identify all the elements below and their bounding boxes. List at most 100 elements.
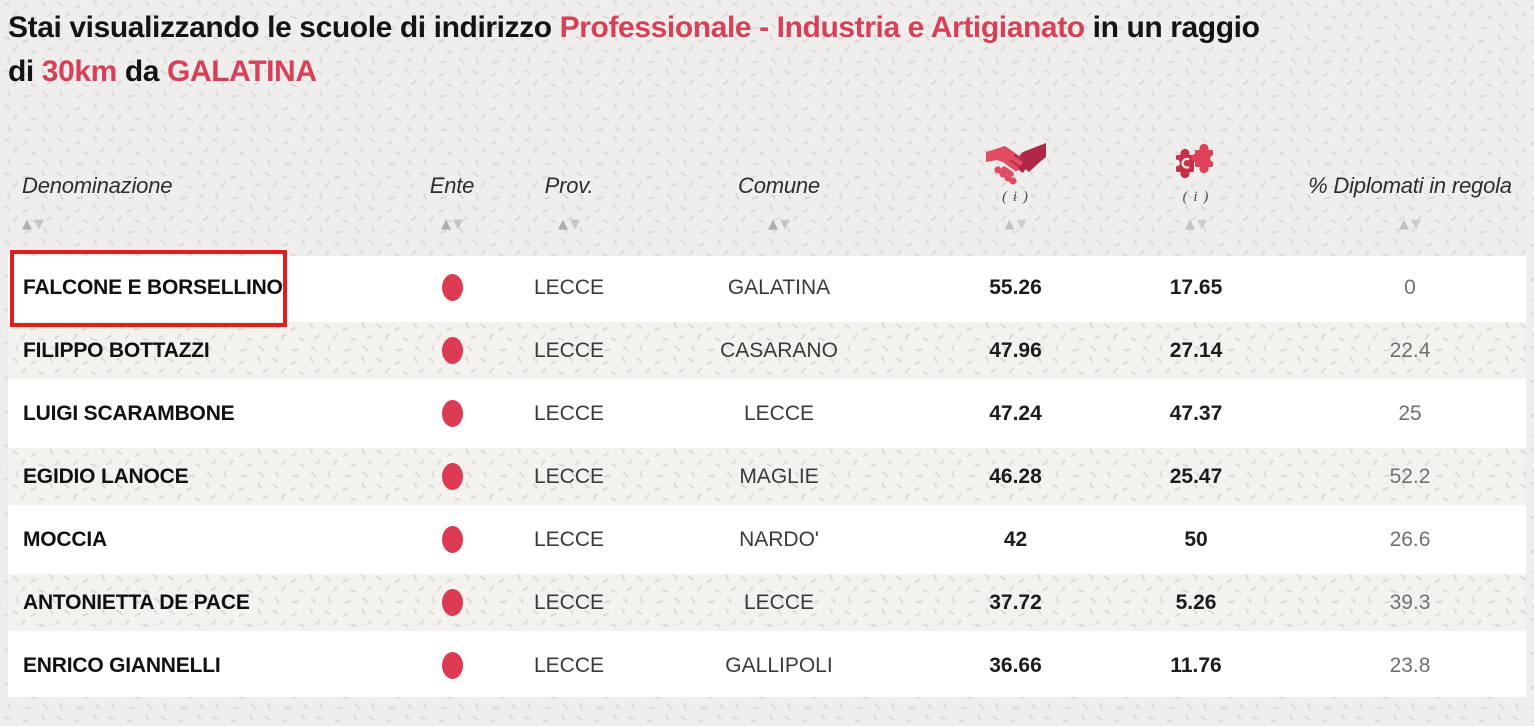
sort-desc-icon[interactable]: ▼: [453, 217, 463, 232]
comune-cell: LECCE: [743, 590, 815, 614]
employment-index-cell: 42: [1003, 527, 1028, 551]
column-header-comune: Comune ▲ ▼: [625, 140, 933, 261]
ente-cell: [391, 574, 513, 631]
handshake-icon: [985, 140, 1047, 186]
sort-control-coherence[interactable]: ▲ ▼: [1185, 218, 1207, 231]
sort-desc-icon[interactable]: ▼: [1016, 217, 1027, 232]
coherence-index-cell: 17.65: [1169, 275, 1223, 299]
sort-control-ente[interactable]: ▲ ▼: [441, 218, 463, 231]
sort-asc-icon[interactable]: ▲: [1399, 217, 1409, 232]
sort-asc-icon[interactable]: ▲: [1185, 217, 1195, 232]
sort-asc-icon[interactable]: ▲: [768, 217, 778, 232]
comune-cell: LECCE: [743, 401, 815, 425]
banner-da: da: [116, 55, 168, 88]
banner-line1: Stai visualizzando le scuole di indirizz…: [8, 11, 1260, 44]
comune-cell: MAGLIE: [739, 464, 819, 488]
prov-cell: LECCE: [533, 275, 605, 299]
banner-program-highlight: Professionale - Industria e Artigianato: [559, 11, 1085, 44]
sort-desc-icon[interactable]: ▼: [780, 217, 790, 232]
employment-index-cell: 47.24: [989, 401, 1042, 425]
ente-cell: [391, 256, 513, 319]
school-name-link[interactable]: FALCONE E BORSELLINO: [23, 275, 283, 299]
sort-control-prov[interactable]: ▲ ▼: [558, 218, 580, 231]
ente-cell: [391, 322, 513, 379]
red-dot-icon: [441, 526, 463, 553]
sort-control-denominazione[interactable]: ▲ ▼: [22, 218, 44, 231]
table-row[interactable]: ANTONIETTA DE PACE LECCE LECCE 37.72 5.2…: [8, 571, 1526, 634]
sort-asc-icon[interactable]: ▲: [1004, 217, 1015, 232]
coherence-index-cell: 50: [1184, 527, 1208, 551]
coherence-index-cell: 27.14: [1169, 338, 1223, 362]
employment-index-cell: 46.28: [989, 464, 1042, 488]
school-name-link[interactable]: EGIDIO LANOCE: [23, 464, 189, 488]
puzzle-icon: [1173, 140, 1218, 186]
banner-radius-highlight: 30km: [41, 55, 118, 88]
row-texture: [8, 322, 1526, 379]
sort-control-comune[interactable]: ▲ ▼: [768, 218, 790, 231]
sort-asc-icon[interactable]: ▲: [441, 217, 451, 232]
sort-control-employment[interactable]: ▲ ▼: [1005, 218, 1027, 231]
coherence-index-cell: 47.37: [1169, 401, 1223, 425]
column-header-ente: Ente ▲ ▼: [391, 140, 513, 261]
column-header-prov: Prov. ▲ ▼: [513, 140, 625, 261]
row-texture: [8, 448, 1526, 505]
prov-cell: LECCE: [533, 338, 605, 362]
table-row[interactable]: EGIDIO LANOCE LECCE MAGLIE 46.28 25.47 5…: [8, 445, 1526, 508]
column-header-coherence-index: ( i ) ▲ ▼: [1098, 140, 1294, 261]
diplomati-cell: 39.3: [1389, 590, 1431, 614]
prov-cell: LECCE: [533, 590, 605, 614]
ente-cell: [391, 634, 513, 697]
red-dot-icon: [441, 400, 463, 427]
diplomati-cell: 26.6: [1389, 527, 1431, 551]
ente-cell: [391, 448, 513, 505]
banner-text-prefix: Stai visualizzando le scuole di indirizz…: [8, 11, 560, 44]
sort-asc-icon[interactable]: ▲: [22, 217, 32, 232]
table-row[interactable]: MOCCIA LECCE NARDO' 42 50 26.6: [8, 508, 1526, 571]
diplomati-cell: 23.8: [1389, 653, 1431, 677]
comune-cell: GALATINA: [727, 275, 831, 299]
school-name-link[interactable]: ENRICO GIANNELLI: [23, 653, 221, 677]
sort-control-diplomati[interactable]: ▲ ▼: [1399, 218, 1421, 231]
diplomati-cell: 0: [1404, 275, 1416, 299]
column-label-ente: Ente: [429, 173, 475, 198]
prov-cell: LECCE: [533, 527, 605, 551]
employment-index-cell: 55.26: [989, 275, 1042, 299]
diplomati-cell: 22.4: [1389, 338, 1431, 362]
table-row[interactable]: ENRICO GIANNELLI LECCE GALLIPOLI 36.66 1…: [8, 634, 1526, 697]
prov-cell: LECCE: [533, 401, 605, 425]
coherence-index-cell: 25.47: [1169, 464, 1223, 488]
column-label-prov: Prov.: [544, 173, 594, 198]
sort-desc-icon[interactable]: ▼: [34, 217, 44, 232]
employment-index-cell: 47.96: [989, 338, 1042, 362]
comune-cell: CASARANO: [720, 338, 838, 362]
table-row[interactable]: FILIPPO BOTTAZZI LECCE CASARANO 47.96 27…: [8, 319, 1526, 382]
sort-desc-icon[interactable]: ▼: [570, 217, 580, 232]
school-name-link[interactable]: ANTONIETTA DE PACE: [23, 590, 250, 614]
sort-desc-icon[interactable]: ▼: [1197, 217, 1207, 232]
info-tooltip-trigger[interactable]: ( i ): [1182, 189, 1210, 205]
column-header-diplomati: % Diplomati in regola ▲ ▼: [1294, 140, 1526, 261]
column-header-employment-index: ( i ) ▲ ▼: [933, 140, 1098, 261]
school-name-link[interactable]: LUIGI SCARAMBONE: [23, 401, 235, 425]
table-row[interactable]: FALCONE E BORSELLINO LECCE GALATINA 55.2…: [8, 256, 1526, 319]
employment-index-cell: 37.72: [989, 590, 1042, 614]
prov-cell: LECCE: [533, 464, 605, 488]
schools-table: Denominazione ▲ ▼ Ente ▲ ▼ Prov. ▲ ▼ Comune…: [8, 140, 1526, 697]
red-dot-icon: [441, 463, 463, 490]
red-dot-icon: [441, 337, 463, 364]
employment-index-cell: 36.66: [989, 653, 1042, 677]
info-tooltip-trigger[interactable]: ( i ): [1002, 189, 1029, 205]
table-header: Denominazione ▲ ▼ Ente ▲ ▼ Prov. ▲ ▼ Comune…: [8, 140, 1526, 256]
school-name-link[interactable]: FILIPPO BOTTAZZI: [23, 338, 210, 362]
school-name-link[interactable]: MOCCIA: [23, 527, 107, 551]
banner-di: di: [8, 55, 42, 88]
red-dot-icon: [441, 274, 463, 301]
diplomati-cell: 52.2: [1389, 464, 1431, 488]
sort-desc-icon[interactable]: ▼: [1411, 217, 1421, 232]
diplomati-cell: 25: [1398, 401, 1422, 425]
table-row[interactable]: LUIGI SCARAMBONE LECCE LECCE 47.24 47.37…: [8, 382, 1526, 445]
sort-asc-icon[interactable]: ▲: [558, 217, 568, 232]
results-banner: Stai visualizzando le scuole di indirizz…: [8, 6, 1518, 94]
red-dot-icon: [441, 589, 463, 616]
row-texture: [8, 574, 1526, 631]
